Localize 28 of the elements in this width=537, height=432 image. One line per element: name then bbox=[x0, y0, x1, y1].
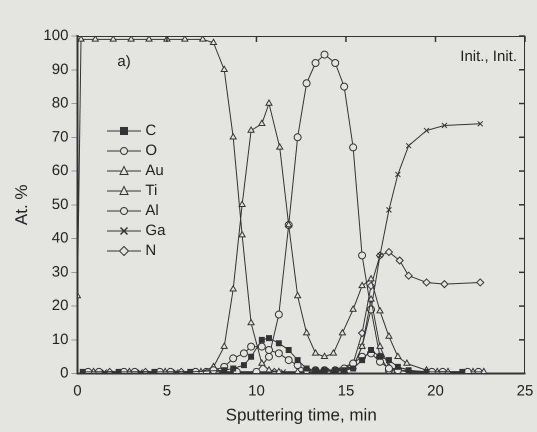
x-tick-label: 10 bbox=[248, 382, 265, 400]
legend-label: N bbox=[145, 241, 156, 261]
y-tick-label: 60 bbox=[52, 162, 68, 180]
legend-label: Ga bbox=[145, 221, 166, 241]
legend-label: Au bbox=[145, 161, 164, 181]
legend-label: Al bbox=[145, 201, 159, 221]
y-tick-label: 90 bbox=[52, 60, 68, 78]
y-tick-label: 0 bbox=[60, 364, 68, 382]
legend-label: O bbox=[145, 141, 158, 161]
annotation: Init., Init. bbox=[460, 48, 517, 65]
x-axis-title: Sputtering time, min bbox=[226, 405, 377, 424]
y-tick-label: 20 bbox=[52, 297, 68, 314]
y-tick-label: 50 bbox=[52, 196, 68, 213]
x-tick-label: 15 bbox=[338, 382, 354, 400]
y-tick-label: 80 bbox=[52, 94, 68, 112]
y-tick-label: 70 bbox=[52, 128, 68, 146]
y-tick-label: 10 bbox=[52, 330, 68, 348]
x-tick-label: 0 bbox=[73, 382, 82, 400]
x-tick-label: 20 bbox=[427, 382, 444, 400]
legend-label: Ti bbox=[145, 181, 158, 201]
y-tick-label: 30 bbox=[52, 263, 68, 280]
x-tick-label: 5 bbox=[162, 382, 172, 400]
x-tick-label: 25 bbox=[516, 382, 534, 400]
y-tick-label: 100 bbox=[43, 27, 68, 44]
legend-label: C bbox=[145, 121, 156, 141]
annotation: a) bbox=[117, 53, 131, 70]
y-axis-title: At. % bbox=[12, 184, 31, 226]
y-tick-label: 40 bbox=[52, 230, 68, 247]
